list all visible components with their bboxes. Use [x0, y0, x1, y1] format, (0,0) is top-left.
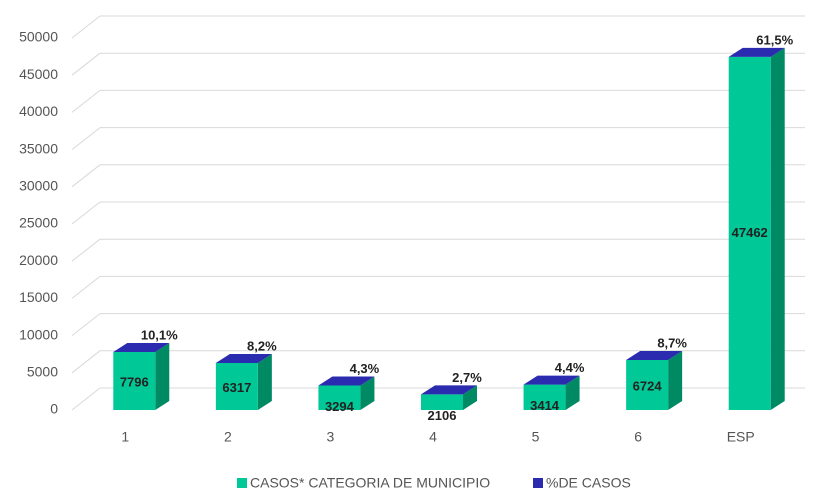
percent-label: 4,4%	[555, 360, 585, 375]
y-tick-label: 50000	[19, 29, 58, 45]
grid-line	[71, 350, 101, 374]
bar	[318, 385, 361, 410]
bar-cap	[318, 376, 375, 386]
y-tick-label: 10000	[19, 326, 58, 342]
x-tick-label: ESP	[727, 429, 755, 445]
percent-label: 4,3%	[350, 361, 380, 376]
legend-swatch	[237, 478, 247, 488]
bar	[113, 351, 156, 410]
bar-cap	[215, 354, 272, 364]
value-label: 2106	[428, 408, 457, 423]
percent-label: 8,7%	[657, 335, 687, 350]
bar	[215, 363, 258, 410]
value-label: 6724	[633, 378, 663, 393]
legend-label: %DE CASOS	[546, 475, 631, 491]
y-tick-label: 15000	[19, 289, 58, 305]
y-tick-label: 20000	[19, 252, 58, 268]
bar	[728, 56, 771, 410]
grid-line	[71, 238, 101, 262]
legend-swatch	[533, 478, 543, 488]
x-tick-label: 1	[121, 429, 129, 445]
legend-label: CASOS* CATEGORIA DE MUNICIPIO	[250, 475, 490, 491]
grid-line	[71, 276, 101, 299]
y-tick-label: 30000	[19, 178, 58, 194]
bar-side	[565, 375, 580, 410]
x-tick-label: 3	[327, 429, 335, 445]
grid-line	[71, 15, 101, 39]
grid-line	[71, 164, 101, 188]
value-label: 3294	[325, 399, 355, 414]
x-tick-label: 6	[634, 429, 642, 445]
bar-cap	[728, 47, 785, 57]
bar-cap	[113, 342, 170, 352]
bar	[421, 394, 463, 410]
y-tick-label: 45000	[19, 66, 58, 82]
bar-side	[463, 385, 477, 410]
percent-label: 2,7%	[452, 370, 482, 385]
y-tick-label: 25000	[19, 215, 58, 231]
bar-cap	[523, 375, 580, 385]
y-tick-label: 40000	[19, 103, 58, 119]
value-label: 3414	[530, 398, 560, 413]
value-label: 47462	[732, 225, 768, 240]
bar-side	[257, 354, 272, 410]
bar-cap	[421, 385, 477, 395]
grid-line	[71, 127, 101, 150]
y-tick-label: 35000	[19, 140, 58, 156]
percent-label: 10,1%	[141, 327, 178, 342]
bar-side	[770, 47, 785, 410]
bar-side	[360, 376, 375, 410]
bar	[626, 359, 669, 410]
x-tick-label: 5	[532, 429, 540, 445]
x-tick-label: 2	[224, 429, 232, 445]
bar	[523, 384, 566, 410]
percent-label: 8,2%	[247, 338, 277, 353]
grid-line	[71, 52, 101, 76]
value-label: 7796	[120, 374, 149, 389]
grid-line	[71, 90, 101, 113]
bar-cap	[626, 350, 683, 360]
grid-line	[71, 313, 101, 336]
y-tick-label: 0	[50, 401, 58, 417]
percent-label: 61,5%	[756, 32, 793, 47]
value-label: 6317	[222, 380, 251, 395]
bar-side	[668, 350, 683, 410]
grid-line	[71, 387, 101, 411]
y-tick-label: 5000	[27, 364, 58, 380]
grid-line	[71, 201, 101, 225]
bar-side	[155, 342, 170, 410]
x-tick-label: 4	[429, 429, 437, 445]
